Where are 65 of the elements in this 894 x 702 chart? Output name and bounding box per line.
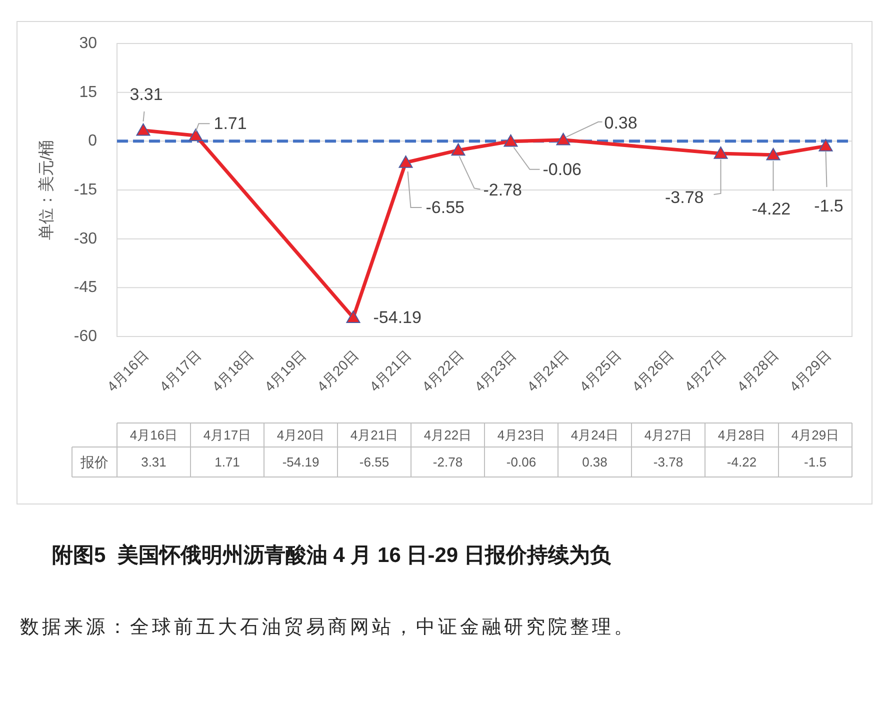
data-label: -0.06: [506, 454, 536, 470]
data-label: -54.19: [282, 454, 320, 470]
category-label: 4月22日: [424, 428, 472, 442]
x-tick-label: 4月21日: [366, 346, 414, 394]
point: [556, 132, 570, 146]
title: 附图5 美国怀俄明州沥青酸油 4 月 16 日-29 日报价持续为负: [52, 544, 611, 567]
category-label: 4月23日: [497, 428, 546, 442]
source-note: 数据来源：全球前五大石油贸易商网站，中证金融研究院整理。: [20, 616, 636, 638]
point: [398, 155, 413, 168]
x-tick-label: 4月28日: [734, 346, 782, 394]
row-label: 报价: [80, 454, 108, 470]
data-label: 3.31: [141, 454, 166, 470]
data-label: -6.55: [359, 454, 390, 470]
category-label: 4月28日: [718, 428, 766, 442]
x-tick-label: 4月24日: [524, 346, 572, 394]
x-tick-label: 4月17日: [156, 346, 204, 394]
x-tick-label: 4月25日: [576, 346, 624, 394]
x-tick-label: 4月22日: [418, 346, 466, 394]
data-label: -4.22: [752, 199, 791, 218]
x-tick-label: 4月16日: [104, 346, 152, 394]
data-label: -6.55: [426, 198, 464, 217]
x-tick-label: 4月18日: [208, 346, 256, 394]
point: [451, 143, 466, 156]
y-tick-label: 0: [88, 132, 98, 150]
data-label: -1.5: [804, 454, 826, 470]
point: [818, 139, 833, 152]
data-label: 1.71: [214, 114, 247, 134]
y-tick-label: -30: [74, 230, 98, 248]
data-label: -0.06: [542, 160, 582, 179]
data-label: -3.78: [653, 454, 684, 470]
y-tick-label: -60: [74, 328, 98, 345]
point: [766, 148, 780, 160]
category-label: 4月27日: [644, 428, 692, 442]
y-tick-label: -45: [74, 279, 98, 296]
data-label: -3.78: [665, 188, 704, 207]
category-label: 4月16日: [130, 428, 178, 442]
point: [136, 123, 150, 136]
x-tick-label: 4月23日: [471, 346, 519, 394]
data-label: 0.38: [582, 454, 608, 470]
y-axis-title: 单位：美元/桶: [38, 140, 56, 240]
x-tick-label: 4月29日: [786, 346, 834, 394]
category-label: 4月21日: [350, 428, 398, 442]
y-tick-label: 15: [79, 84, 98, 101]
data-label: -2.78: [483, 180, 522, 200]
data-label: 0.38: [604, 113, 638, 132]
category-label: 4月24日: [570, 428, 619, 442]
y-tick-label: 30: [79, 35, 98, 52]
category-label: 4月29日: [791, 428, 840, 442]
data-label: 1.71: [214, 454, 240, 470]
point: [714, 146, 728, 159]
x-tick-label: 4月19日: [261, 346, 309, 394]
data-label: -1.5: [814, 196, 844, 216]
x-tick-label: 4月26日: [628, 346, 676, 394]
data-label: -2.78: [432, 454, 463, 470]
x-tick-label: 4月27日: [681, 346, 729, 394]
data-label: 3.31: [130, 84, 163, 104]
y-tick-label: -15: [74, 182, 98, 198]
x-tick-label: 4月20日: [314, 346, 362, 394]
category-label: 4月20日: [276, 428, 325, 442]
data-label: -4.22: [726, 454, 757, 470]
point: [188, 128, 203, 141]
point: [504, 134, 518, 147]
category-label: 4月17日: [203, 428, 252, 442]
data-label: -54.19: [373, 308, 422, 328]
point: [346, 310, 360, 323]
